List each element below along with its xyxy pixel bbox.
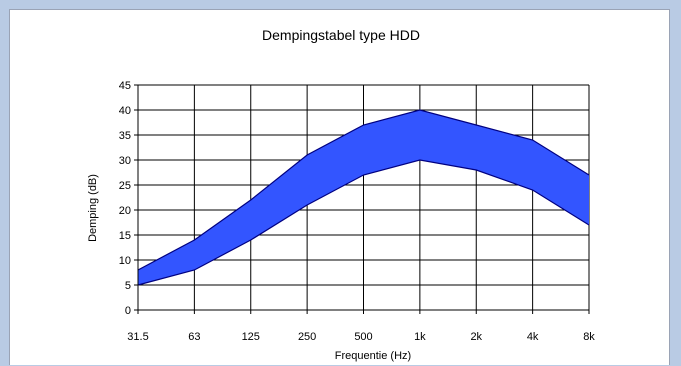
x-tick-label-3: 250: [298, 331, 316, 343]
y-tick-label-7: 35: [119, 130, 131, 142]
chart-frame: Dempingstabel type HDD 0 5 10 15 20 25 30 35 40 4…: [9, 9, 670, 365]
y-tick-label-3: 15: [119, 230, 131, 242]
y-axis-label: Demping (dB): [87, 174, 99, 242]
plot-axes: [134, 84, 590, 314]
x-tick-label-6: 2k: [470, 331, 482, 343]
y-tick-label-9: 45: [119, 80, 131, 92]
x-tick-label-7: 4k: [527, 331, 539, 343]
x-tick-label-5: 1k: [414, 331, 426, 343]
x-tick-label-4: 500: [354, 331, 372, 343]
x-tick-label-8: 8k: [583, 331, 595, 343]
y-tick-label-5: 25: [119, 180, 131, 192]
x-tick-labels: 31.5 63 125 250 500 1k 2k 4k 8k: [127, 331, 595, 343]
y-tick-label-2: 10: [119, 255, 131, 267]
upper-bound-line: [137, 109, 590, 271]
x-tick-label-2: 125: [242, 331, 260, 343]
y-tick-label-6: 30: [119, 155, 131, 167]
y-tick-label-1: 5: [125, 280, 131, 292]
y-tick-label-0: 0: [125, 305, 131, 317]
y-tick-label-4: 20: [119, 205, 131, 217]
y-tick-label-8: 40: [119, 105, 131, 117]
attenuation-band: [137, 109, 590, 286]
band-area: [138, 110, 589, 285]
y-tick-labels: 0 5 10 15 20 25 30 35 40 45: [119, 80, 131, 317]
x-axis-label: Frequentie (Hz): [335, 350, 411, 362]
chart-svg: Dempingstabel type HDD 0 5 10 15 20 25 30 35 40 4…: [87, 27, 595, 362]
chart-title: Dempingstabel type HDD: [262, 27, 420, 43]
x-tick-label-1: 63: [188, 331, 200, 343]
grid-lines: [138, 84, 590, 310]
lower-bound-line: [137, 159, 590, 286]
x-tick-label-0: 31.5: [127, 331, 148, 343]
